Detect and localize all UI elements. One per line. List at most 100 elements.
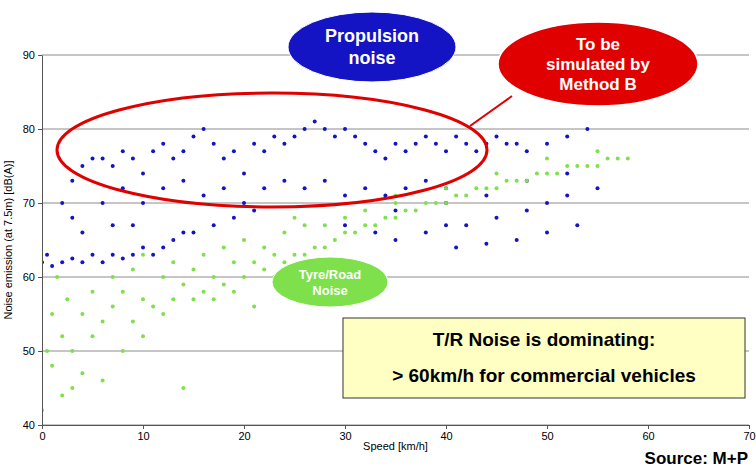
point bbox=[303, 223, 307, 227]
x-tick: 30 bbox=[339, 425, 351, 442]
point bbox=[495, 186, 499, 190]
point bbox=[242, 171, 246, 175]
annotation-line: > 60km/h for commercial vehicles bbox=[392, 365, 696, 386]
point bbox=[101, 157, 105, 161]
series-points bbox=[42, 120, 600, 268]
y-axis: 405060708090 bbox=[23, 49, 43, 431]
point bbox=[60, 260, 64, 264]
x-tick-label: 60 bbox=[642, 430, 654, 442]
point bbox=[394, 201, 398, 205]
point bbox=[80, 371, 84, 375]
annotation-line: noise bbox=[348, 48, 395, 68]
point bbox=[151, 253, 155, 257]
grid-line bbox=[42, 129, 749, 130]
point bbox=[151, 149, 155, 153]
x-tick-mark bbox=[143, 425, 144, 429]
point bbox=[343, 127, 347, 131]
point bbox=[242, 201, 246, 205]
y-tick: 60 bbox=[23, 271, 42, 283]
point bbox=[575, 164, 579, 168]
point bbox=[545, 231, 549, 235]
x-tick: 10 bbox=[137, 425, 149, 442]
point bbox=[50, 264, 54, 268]
point bbox=[70, 349, 74, 353]
point bbox=[80, 312, 84, 316]
point bbox=[444, 186, 448, 190]
annotation-ellipse bbox=[498, 22, 698, 106]
y-tick-label: 40 bbox=[23, 419, 35, 431]
point bbox=[363, 142, 367, 146]
point bbox=[282, 179, 286, 183]
point bbox=[55, 275, 59, 279]
point bbox=[80, 164, 84, 168]
point bbox=[353, 231, 357, 235]
point bbox=[101, 319, 105, 323]
y-tick: 80 bbox=[23, 123, 42, 135]
x-tick-label: 40 bbox=[440, 430, 452, 442]
y-tick-mark bbox=[38, 55, 42, 56]
point bbox=[454, 194, 458, 198]
point bbox=[252, 208, 256, 212]
point bbox=[121, 290, 125, 294]
x-tick-label: 30 bbox=[339, 430, 351, 442]
x-axis-line bbox=[43, 425, 750, 426]
point bbox=[293, 134, 297, 138]
point bbox=[70, 216, 74, 220]
x-tick: 70 bbox=[743, 425, 755, 442]
point bbox=[323, 127, 327, 131]
point bbox=[515, 179, 519, 183]
y-tick-mark bbox=[38, 277, 42, 278]
point bbox=[454, 134, 458, 138]
point bbox=[242, 275, 246, 279]
point bbox=[535, 171, 539, 175]
point bbox=[484, 186, 488, 190]
point bbox=[45, 253, 49, 257]
point bbox=[505, 142, 509, 146]
point bbox=[181, 179, 185, 183]
annotation-text: To besimulated byMethod B bbox=[546, 35, 650, 94]
point bbox=[252, 142, 256, 146]
y-tick-mark bbox=[38, 203, 42, 204]
point bbox=[444, 201, 448, 205]
point bbox=[333, 238, 337, 242]
point bbox=[171, 238, 175, 242]
point bbox=[91, 290, 95, 294]
point bbox=[131, 223, 135, 227]
point bbox=[414, 142, 418, 146]
point bbox=[171, 157, 175, 161]
y-tick-mark bbox=[38, 351, 42, 352]
connector bbox=[470, 96, 512, 126]
point bbox=[293, 253, 297, 257]
point bbox=[596, 149, 600, 153]
point bbox=[343, 194, 347, 198]
highlight-ellipse bbox=[57, 93, 487, 207]
point bbox=[91, 253, 95, 257]
point bbox=[111, 223, 115, 227]
x-tick: 40 bbox=[440, 425, 452, 442]
point bbox=[171, 260, 175, 264]
x-axis-title: Speed [km/h] bbox=[363, 440, 428, 452]
annotations: PropulsionnoiseTyre/RoadNoiseTo besimula… bbox=[57, 12, 745, 398]
point bbox=[394, 208, 398, 212]
point bbox=[596, 186, 600, 190]
point bbox=[121, 349, 125, 353]
point bbox=[565, 134, 569, 138]
point bbox=[424, 201, 428, 205]
point bbox=[202, 253, 206, 257]
point bbox=[121, 149, 125, 153]
point bbox=[141, 297, 145, 301]
point bbox=[565, 164, 569, 168]
y-tick: 40 bbox=[23, 419, 42, 431]
annotation-line: T/R Noise is dominating: bbox=[433, 329, 656, 350]
y-tick: 50 bbox=[23, 345, 42, 357]
point bbox=[111, 275, 115, 279]
point bbox=[373, 223, 377, 227]
point bbox=[212, 297, 216, 301]
point bbox=[202, 194, 206, 198]
grid bbox=[42, 55, 749, 425]
point bbox=[181, 149, 185, 153]
point bbox=[575, 223, 579, 227]
point bbox=[282, 231, 286, 235]
point bbox=[222, 245, 226, 249]
x-tick: 0 bbox=[39, 425, 45, 442]
